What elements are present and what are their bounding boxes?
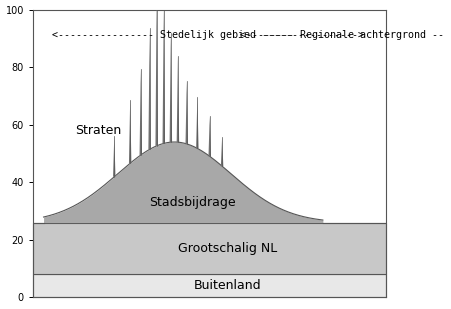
Text: Grootschalig NL: Grootschalig NL [178, 242, 277, 255]
Text: <-------- Regionale achtergrond --: <-------- Regionale achtergrond -- [240, 31, 444, 40]
Text: <---------------- Stedelijk gebied ---------------->: <---------------- Stedelijk gebied -----… [52, 31, 364, 40]
Polygon shape [156, 0, 158, 146]
Polygon shape [221, 137, 223, 166]
Polygon shape [148, 28, 151, 149]
Polygon shape [113, 137, 115, 177]
Bar [33, 222, 387, 274]
Polygon shape [177, 56, 179, 142]
Bar [33, 274, 387, 298]
Polygon shape [129, 100, 131, 163]
Polygon shape [170, 33, 172, 142]
Polygon shape [139, 69, 142, 155]
Text: Straten: Straten [75, 124, 122, 137]
Polygon shape [162, 5, 165, 143]
Text: Buitenland: Buitenland [193, 279, 261, 292]
Polygon shape [208, 116, 211, 156]
Polygon shape [185, 81, 188, 144]
Polygon shape [196, 96, 198, 148]
Text: Stadsbijdrage: Stadsbijdrage [149, 196, 235, 209]
